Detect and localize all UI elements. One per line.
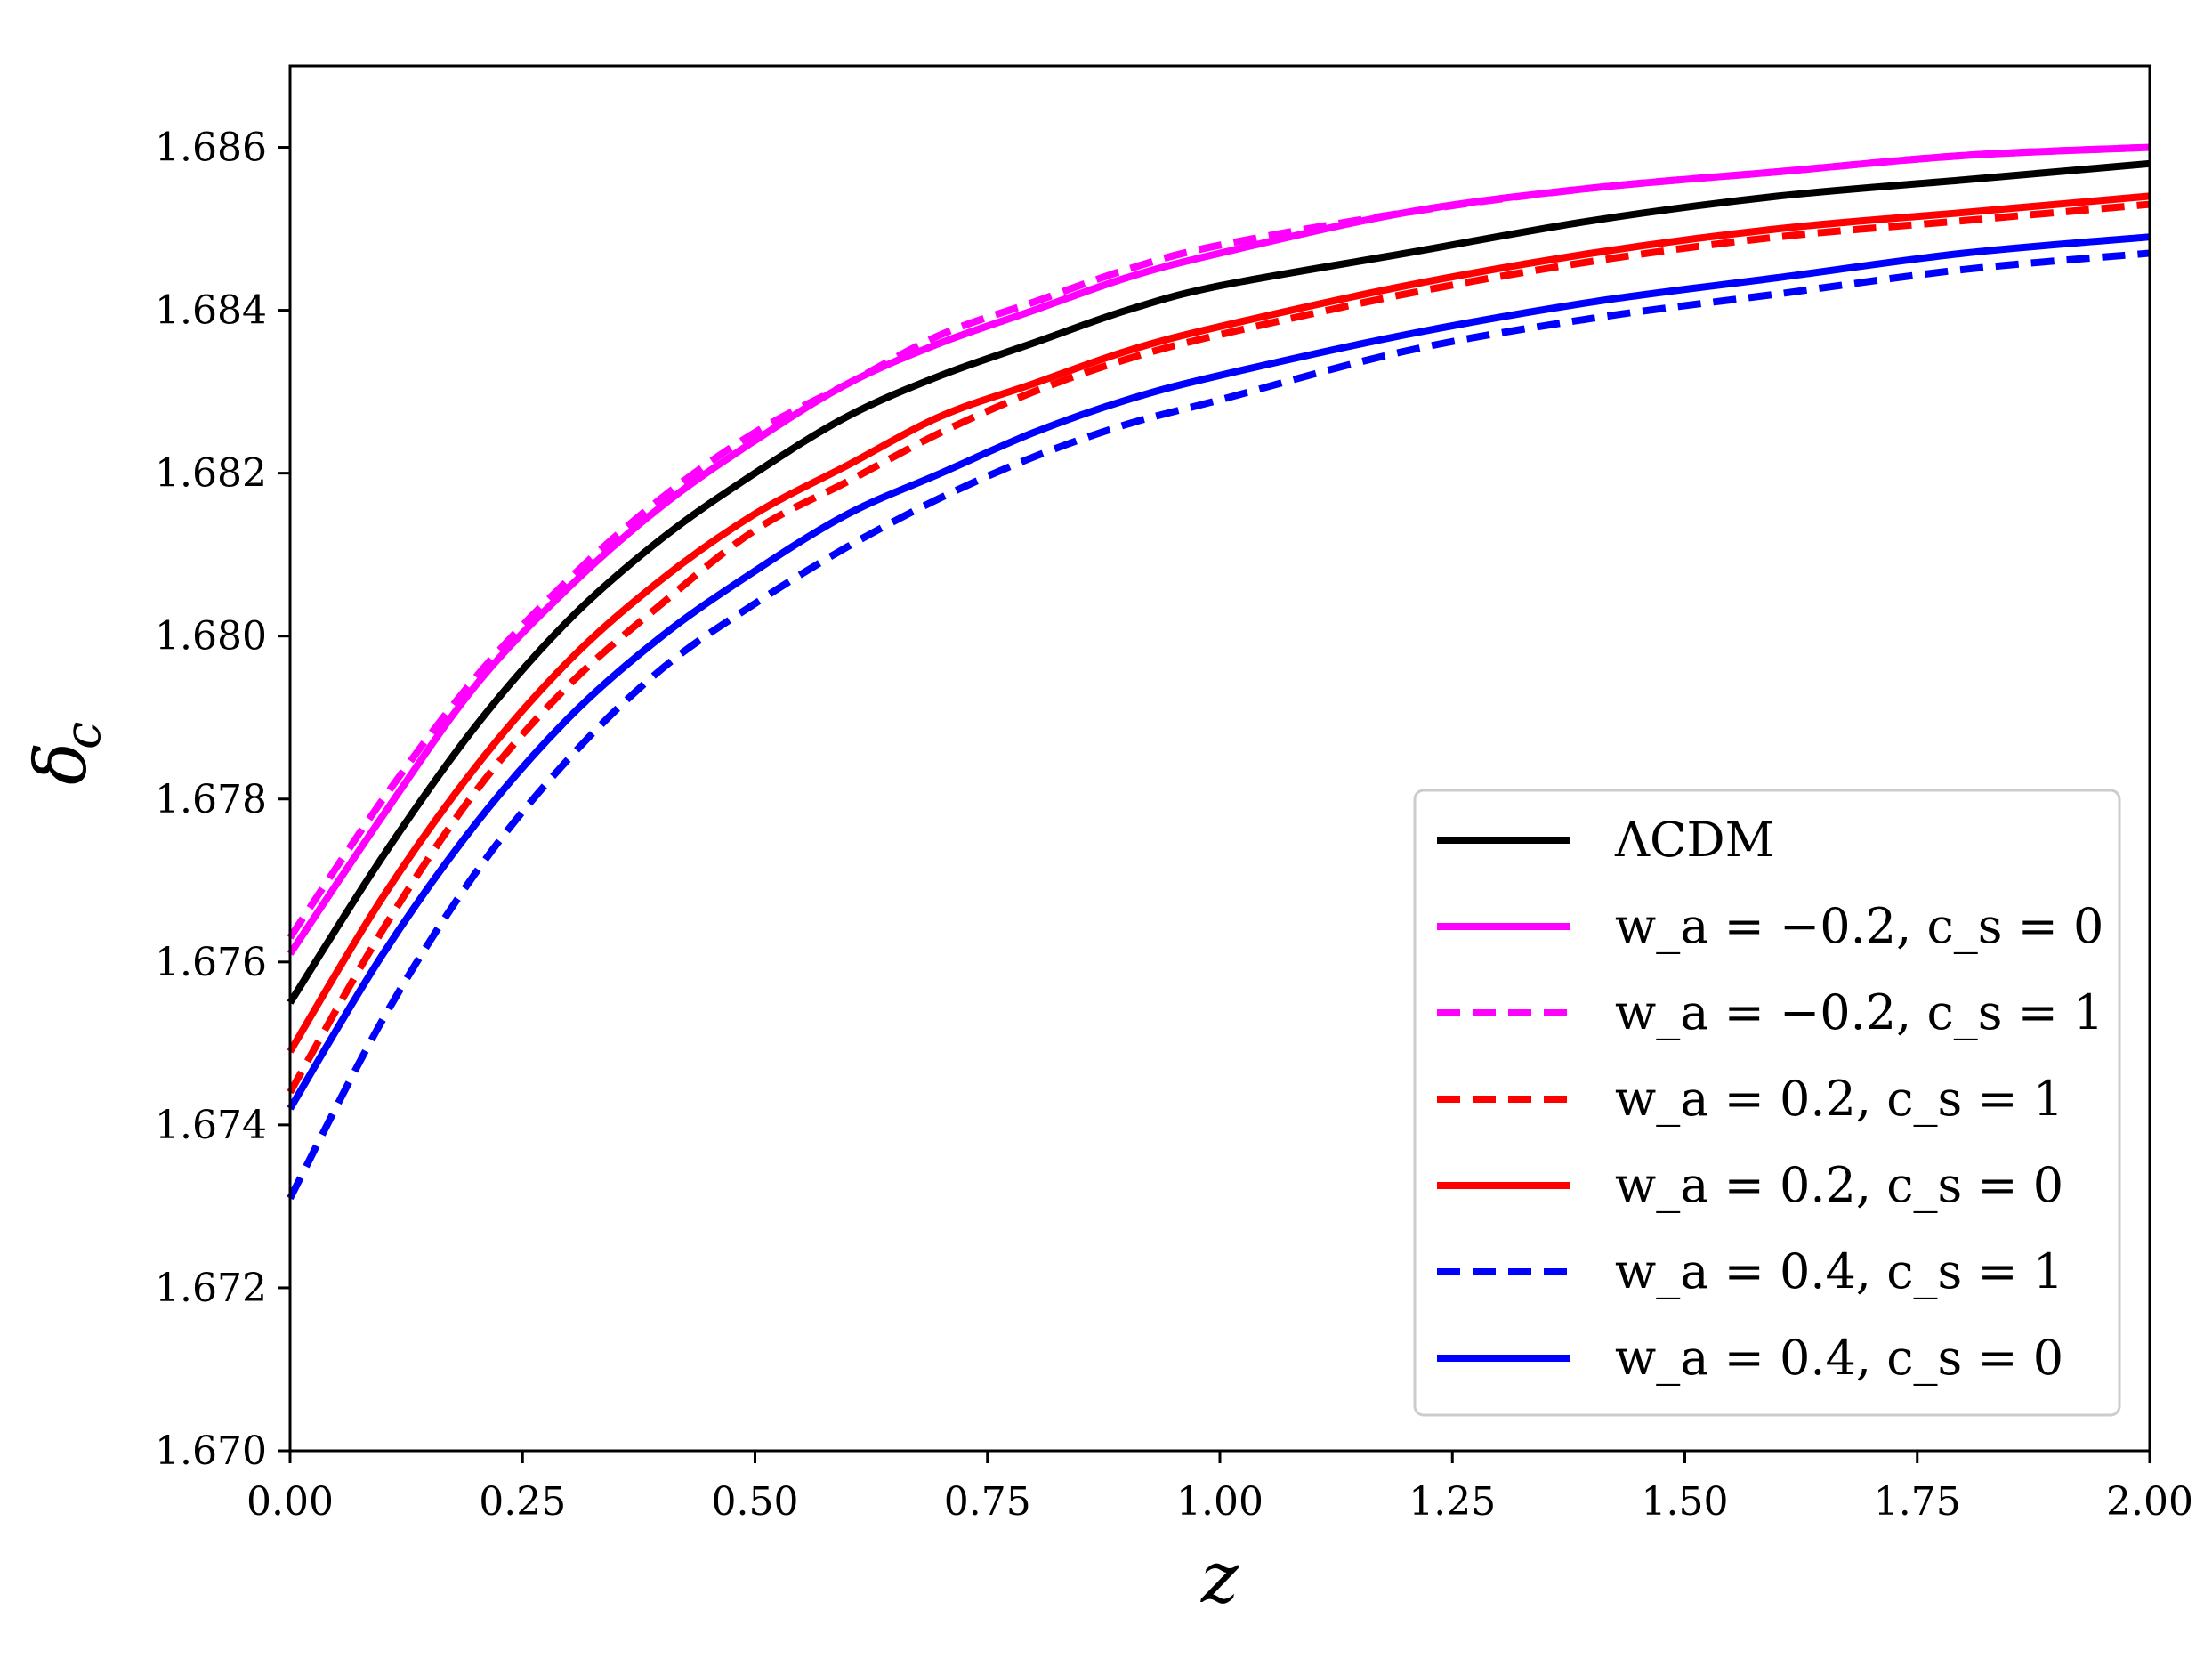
y-tick-label: 1.672 [155,1266,267,1311]
legend-label: w_a = −0.2, c_s = 1 [1615,984,2103,1040]
x-tick-label: 0.50 [712,1479,799,1525]
x-tick-label: 0.75 [944,1479,1031,1525]
y-axis-label-delta: δ [20,742,102,785]
legend-label: w_a = 0.2, c_s = 0 [1615,1157,2063,1213]
y-axis-label: δ c [20,722,112,785]
y-axis-label-subscript: c [54,722,112,749]
y-tick-label: 1.674 [155,1103,267,1148]
legend-label: w_a = 0.4, c_s = 1 [1615,1243,2063,1299]
y-tick-label: 1.684 [155,288,267,334]
y-tick-label: 1.678 [155,777,267,822]
series-line-3 [290,205,2150,1093]
x-axis-label: z [1200,1536,1239,1619]
legend-box [1413,789,2121,1417]
series-line-0 [290,164,2150,1003]
x-tick-label: 0.00 [246,1479,334,1525]
series-line-4 [290,196,2150,1051]
legend: ΛCDM w_a = −0.2, c_s = 0 w_a = −0.2, c_s =… [1413,789,2121,1417]
x-tick-label: 1.75 [1874,1479,1961,1525]
y-tick-label: 1.682 [155,451,267,497]
x-tick-label: 1.50 [1642,1479,1729,1525]
legend-label: ΛCDM [1614,812,1774,868]
x-tick-label: 1.25 [1409,1479,1496,1525]
y-tick-label: 1.676 [155,940,267,985]
y-tick-label: 1.686 [155,125,267,171]
series-layer [290,148,2150,1199]
legend-label: w_a = 0.4, c_s = 0 [1615,1330,2063,1386]
series-line-6 [290,237,2150,1108]
legend-label: w_a = 0.2, c_s = 1 [1615,1071,2063,1127]
x-tick-label: 0.25 [479,1479,566,1525]
x-tick-label: 2.00 [2106,1479,2193,1525]
legend-label: w_a = −0.2, c_s = 0 [1615,898,2103,954]
y-tick-label: 1.670 [155,1428,267,1474]
y-tick-label: 1.680 [155,614,267,660]
ticks-layer: 0.00 0.25 0.50 0.75 1.00 1.25 1.50 1.75 2.00 1.67… [155,125,2193,1525]
series-line-5 [290,254,2150,1199]
x-tick-label: 1.00 [1176,1479,1263,1525]
series-line-2 [290,148,2150,938]
